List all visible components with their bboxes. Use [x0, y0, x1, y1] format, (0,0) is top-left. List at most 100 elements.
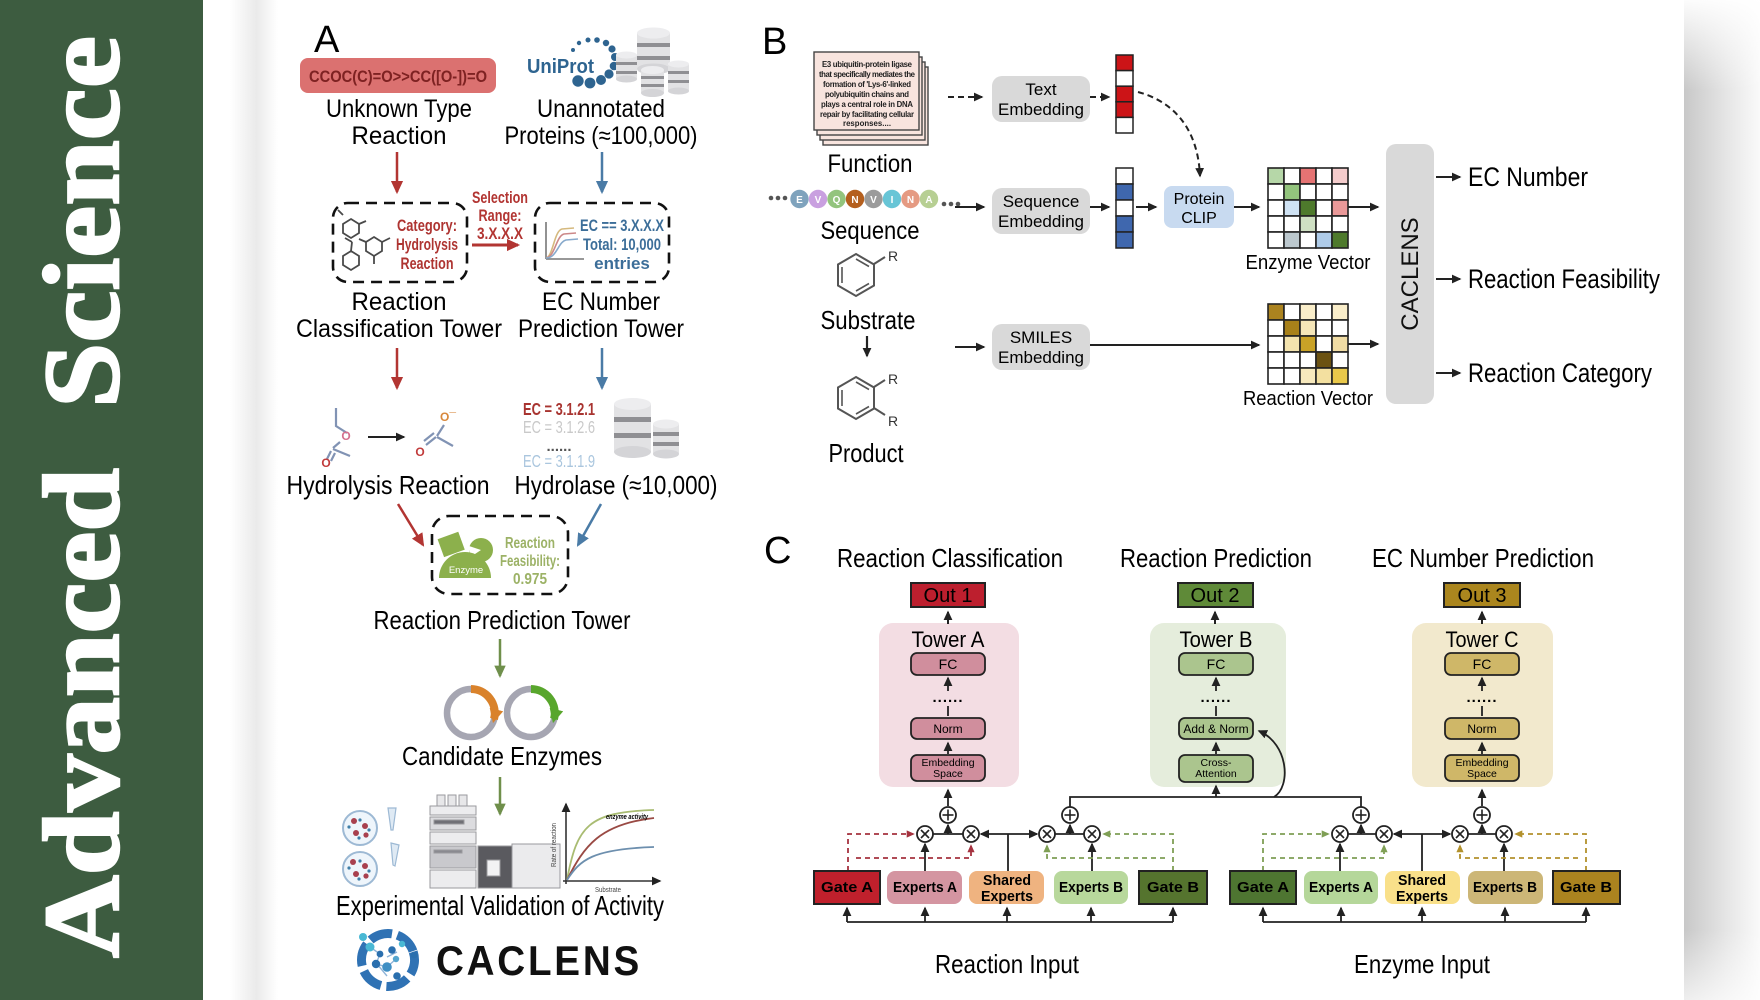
svg-text:EC = 3.1.2.6: EC = 3.1.2.6: [523, 417, 595, 437]
svg-text:Experts: Experts: [1396, 889, 1448, 905]
svg-text:......: ......: [1200, 689, 1231, 706]
svg-text:FC: FC: [1207, 656, 1226, 672]
svg-text:O: O: [321, 456, 330, 470]
svg-text:......: ......: [932, 689, 963, 706]
svg-text:SMILES: SMILES: [1010, 328, 1072, 347]
svg-text:CACLENS: CACLENS: [1397, 217, 1424, 330]
svg-text:Substrate: Substrate: [821, 305, 916, 335]
svg-text:V: V: [870, 195, 877, 206]
svg-text:Embedding: Embedding: [998, 348, 1084, 367]
svg-text:Substrate: Substrate: [595, 887, 621, 894]
svg-text:Feasibility:: Feasibility:: [500, 553, 560, 570]
svg-text:Norm: Norm: [933, 722, 962, 736]
svg-text:Sequence: Sequence: [821, 217, 920, 245]
svg-text:V: V: [815, 195, 822, 206]
svg-text:Reaction: Reaction: [352, 122, 447, 150]
svg-text:Selection: Selection: [472, 189, 528, 207]
svg-text:polyubiquitin chains and: polyubiquitin chains and: [825, 90, 909, 99]
svg-text:Reaction Prediction: Reaction Prediction: [1120, 543, 1312, 573]
svg-text:O: O: [341, 429, 350, 443]
svg-text:Embedding: Embedding: [1455, 757, 1508, 769]
svg-text:Q: Q: [833, 195, 841, 206]
svg-text:Out 2: Out 2: [1191, 585, 1240, 607]
svg-text:Reaction Vector: Reaction Vector: [1243, 388, 1373, 410]
svg-text:Cross-: Cross-: [1201, 757, 1232, 769]
svg-text:Unannotated: Unannotated: [537, 95, 665, 123]
svg-text:EC Number Prediction: EC Number Prediction: [1372, 543, 1594, 573]
svg-text:Reaction Category: Reaction Category: [1468, 358, 1652, 388]
svg-text:Reaction Classification: Reaction Classification: [837, 543, 1063, 573]
svg-text:O¯: O¯: [440, 410, 456, 424]
svg-text:Tower A: Tower A: [912, 627, 985, 652]
svg-text:R: R: [888, 413, 898, 429]
svg-text:E: E: [796, 195, 803, 206]
svg-text:Reaction Feasibility: Reaction Feasibility: [1468, 264, 1660, 294]
svg-text:Tower B: Tower B: [1180, 627, 1253, 652]
svg-text:Hydrolase (≈10,000): Hydrolase (≈10,000): [515, 470, 718, 500]
svg-text:Experts B: Experts B: [1473, 880, 1537, 896]
svg-text:Sequence: Sequence: [1003, 192, 1080, 211]
svg-text:N: N: [851, 195, 858, 206]
svg-text:......: ......: [1466, 689, 1497, 706]
svg-text:EC = 3.1.1.9: EC = 3.1.1.9: [523, 451, 595, 471]
svg-text:Science: Science: [23, 36, 142, 408]
svg-text:Embedding: Embedding: [998, 212, 1084, 231]
svg-text:UniProt: UniProt: [527, 56, 594, 78]
svg-text:Norm: Norm: [1467, 722, 1496, 736]
svg-text:Tower C: Tower C: [1446, 627, 1519, 652]
svg-text:Product: Product: [829, 438, 905, 468]
svg-text:Out 3: Out 3: [1458, 585, 1507, 607]
svg-text:Classification Tower: Classification Tower: [296, 315, 502, 343]
svg-text:Gate A: Gate A: [821, 880, 874, 896]
svg-text:CLIP: CLIP: [1181, 210, 1217, 227]
svg-text:Add & Norm: Add & Norm: [1183, 722, 1248, 736]
svg-text:A: A: [314, 19, 340, 61]
svg-text:Prediction Tower: Prediction Tower: [518, 315, 684, 343]
svg-text:Reaction Prediction Tower: Reaction Prediction Tower: [374, 605, 631, 635]
svg-text:Category:: Category:: [397, 216, 457, 235]
svg-text:O: O: [415, 445, 424, 459]
svg-text:0.975: 0.975: [513, 571, 547, 588]
svg-text:E3 ubiquitin-protein ligase: E3 ubiquitin-protein ligase: [822, 60, 913, 69]
svg-text:FC: FC: [1473, 656, 1492, 672]
svg-text:entries: entries: [594, 254, 650, 273]
svg-text:Hydrolysis Reaction: Hydrolysis Reaction: [287, 470, 490, 500]
svg-text:Experts A: Experts A: [893, 880, 958, 896]
svg-text:Experts: Experts: [981, 889, 1033, 905]
svg-text:responses....: responses....: [843, 119, 891, 128]
svg-text:CACLENS: CACLENS: [436, 937, 642, 984]
svg-text:Enzyme Input: Enzyme Input: [1354, 949, 1491, 979]
svg-text:Experimental Validation of Act: Experimental Validation of Activity: [336, 890, 664, 921]
svg-text:Total: 10,000: Total: 10,000: [583, 235, 661, 254]
svg-text:Unknown Type: Unknown Type: [326, 95, 472, 123]
svg-text:R: R: [888, 248, 898, 264]
svg-text:Attention: Attention: [1195, 768, 1237, 780]
svg-text:N: N: [907, 195, 914, 206]
svg-text:Experts B: Experts B: [1059, 880, 1123, 896]
svg-text:Enzyme Vector: Enzyme Vector: [1246, 252, 1371, 274]
svg-text:A: A: [925, 195, 932, 206]
svg-text:Advanced: Advanced: [23, 468, 142, 958]
svg-text:C: C: [764, 530, 791, 572]
svg-text:CCOC(C)=O>>CC([O-])=O: CCOC(C)=O>>CC([O-])=O: [309, 68, 487, 86]
svg-text:FC: FC: [939, 656, 958, 672]
svg-text:Function: Function: [828, 150, 913, 178]
svg-text:3.X.X.X: 3.X.X.X: [477, 225, 523, 243]
svg-text:Protein: Protein: [1174, 191, 1225, 208]
svg-text:Shared: Shared: [983, 873, 1031, 889]
svg-text:R: R: [888, 371, 898, 387]
svg-text:Reaction: Reaction: [401, 254, 454, 273]
svg-text:Embedding: Embedding: [998, 100, 1084, 119]
svg-text:Hydrolysis: Hydrolysis: [396, 235, 458, 254]
svg-text:Candidate Enzymes: Candidate Enzymes: [402, 741, 602, 771]
svg-text:Text: Text: [1025, 80, 1056, 99]
svg-text:Range:: Range:: [479, 207, 522, 225]
svg-text:Rate of reaction: Rate of reaction: [551, 823, 558, 867]
svg-text:Gate A: Gate A: [1237, 880, 1290, 896]
svg-text:repair by facilitating cellula: repair by facilitating cellular: [820, 110, 914, 119]
svg-text:formation of 'Lys-6'-linked: formation of 'Lys-6'-linked: [823, 80, 911, 89]
svg-text:Proteins (≈100,000): Proteins (≈100,000): [505, 122, 698, 150]
svg-text:EC = 3.1.2.1: EC = 3.1.2.1: [523, 399, 595, 419]
svg-text:EC Number: EC Number: [1468, 162, 1588, 192]
svg-text:EC Number: EC Number: [542, 288, 660, 316]
